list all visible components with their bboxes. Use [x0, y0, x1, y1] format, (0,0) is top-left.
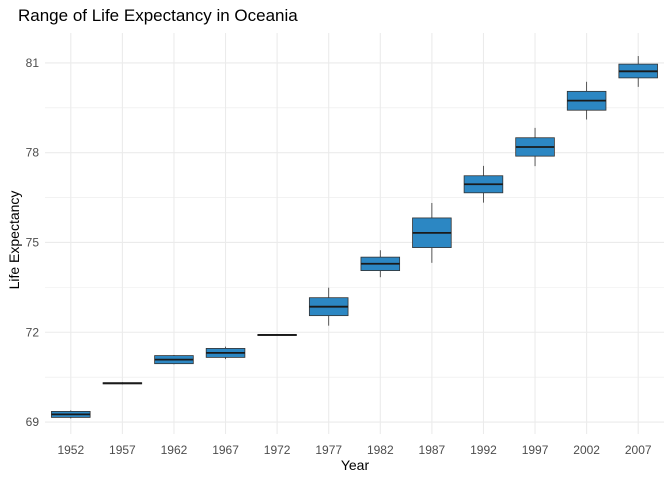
y-tick-label: 78	[26, 146, 40, 160]
x-axis-title: Year	[341, 457, 370, 473]
x-tick-label: 1977	[315, 443, 342, 457]
x-tick-label: 1992	[470, 443, 497, 457]
box-1962	[154, 354, 194, 365]
x-tick-label: 2007	[625, 443, 652, 457]
x-tick-label: 1962	[161, 443, 188, 457]
box-1987	[412, 202, 452, 263]
box-1952	[51, 410, 91, 419]
box-1982	[360, 250, 401, 278]
x-tick-label: 1967	[212, 443, 239, 457]
box-1992	[463, 165, 504, 203]
chart-title: Range of Life Expectancy in Oceania	[18, 6, 298, 25]
x-tick-label: 1972	[264, 443, 291, 457]
x-tick-label: 1997	[522, 443, 549, 457]
y-tick-label: 75	[26, 235, 40, 249]
x-tick-label: 1982	[367, 443, 394, 457]
x-tick-label: 1957	[109, 443, 136, 457]
box-layer	[51, 56, 658, 419]
box-1967	[205, 346, 246, 360]
x-tick-labels: 1952 1957 1962 1967 1972 1977 1982 1987 1992 1997…	[57, 443, 651, 457]
box-2007	[618, 56, 658, 87]
x-tick-label: 1987	[419, 443, 446, 457]
y-tick-label: 69	[26, 415, 40, 429]
y-tick-labels: 69 72 75 78 81	[26, 56, 40, 429]
box-1997	[515, 127, 555, 167]
y-axis-title: Life Expectancy	[6, 191, 22, 290]
y-tick-label: 81	[26, 56, 40, 70]
x-tick-label: 1952	[57, 443, 84, 457]
x-tick-label: 2002	[573, 443, 600, 457]
grid-layer	[45, 33, 664, 434]
box-2002	[566, 81, 607, 120]
box-1977	[308, 287, 349, 326]
box-1972	[257, 334, 297, 336]
box-1957	[102, 382, 143, 385]
y-tick-label: 72	[26, 325, 40, 339]
